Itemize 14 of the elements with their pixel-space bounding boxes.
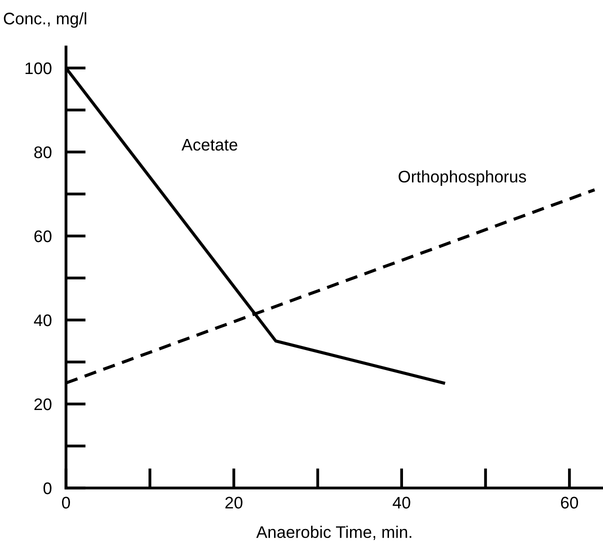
y-axis-title: Conc., mg/l [4, 12, 86, 28]
x-tick-label: 0 [62, 496, 70, 509]
y-tick-label: 100 [26, 62, 52, 74]
text: Acetate [182, 139, 238, 151]
y-tick-label: 60 [34, 230, 52, 242]
x-tick-label: 60 [561, 496, 578, 509]
x-tick-label: 20 [225, 496, 242, 509]
y-tick-label: 20 [34, 398, 52, 410]
y-tick-label: 40 [34, 314, 52, 326]
series-label: Orthophosphorus [398, 170, 526, 186]
x-tick-label: 40 [392, 496, 410, 509]
y-tick-label: 0 [43, 482, 52, 494]
x-axis-title: Anaerobic Time, min. [256, 526, 412, 540]
y-tick-label: 80 [34, 146, 52, 158]
